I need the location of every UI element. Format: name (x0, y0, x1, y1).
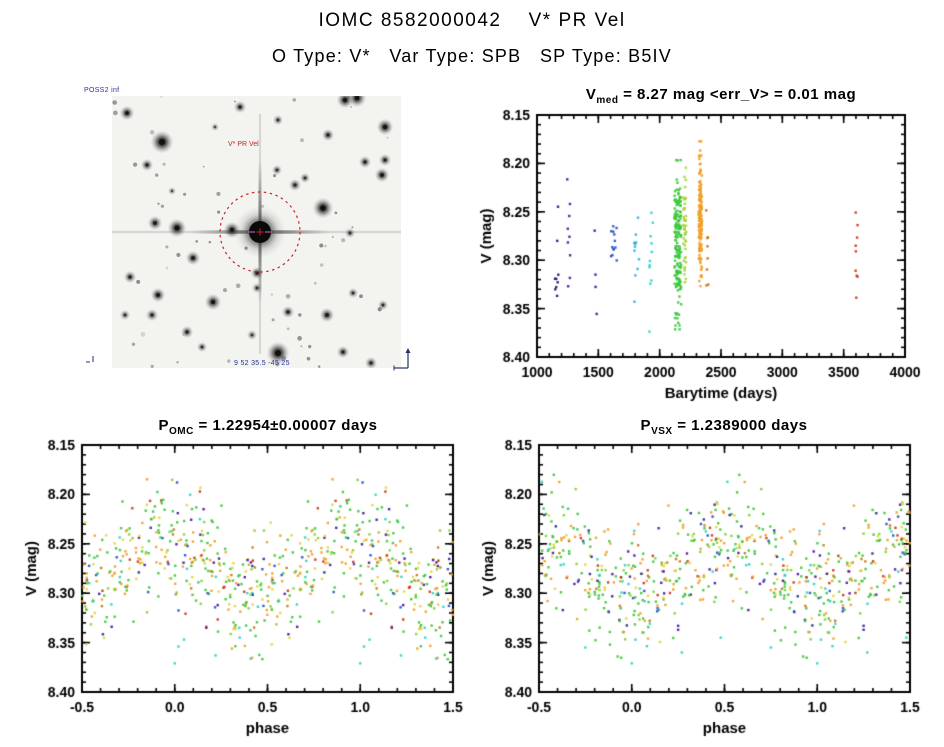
survey-label: POSS2 inf (84, 87, 120, 94)
target-marker-icon (219, 191, 301, 273)
phase-omc-plot (14, 432, 470, 744)
phase-omc-plot-title: POMC = 1.22954±0.00007 days (158, 417, 378, 437)
compass-icon (393, 348, 411, 371)
target-name-label: V* PR Vel (228, 141, 259, 148)
page-title: IOMC 8582000042 V* PR Vel (318, 10, 626, 31)
phase-vsx-plot (471, 432, 931, 744)
page-subtitle: O Type: V* Var Type: SPB SP Type: B5IV (272, 46, 672, 66)
barytime-lightcurve-plot (478, 98, 940, 403)
orientation-mark-icon (86, 356, 94, 363)
coordinates-label: 9 52 35.5 -45 25 (234, 360, 290, 367)
finder-chart-image: V* PR Vel (112, 96, 401, 368)
phase-vsx-plot-title: PVSX = 1.2389000 days (640, 417, 808, 437)
